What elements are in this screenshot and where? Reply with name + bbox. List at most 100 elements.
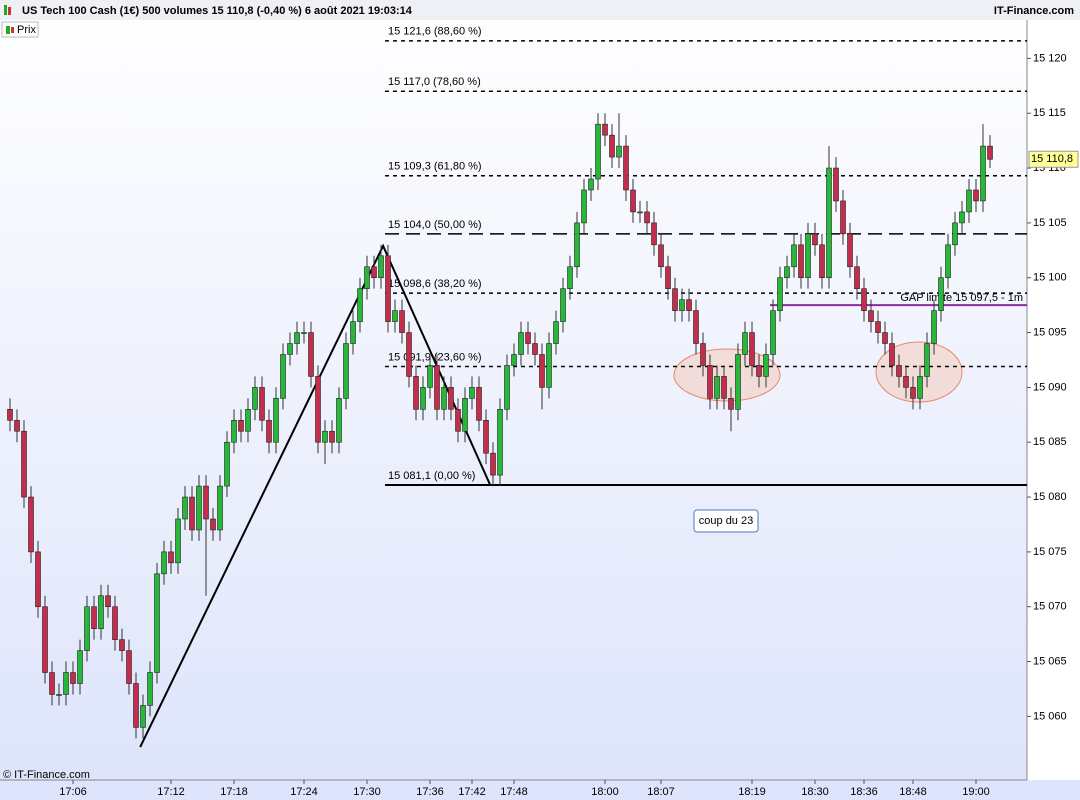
candle-body <box>910 387 916 399</box>
candle-body <box>679 299 685 311</box>
candle-body <box>364 266 370 289</box>
candle-body <box>91 606 97 629</box>
candle-body <box>308 332 314 377</box>
axis-panel <box>1027 20 1080 780</box>
candle-body <box>728 398 734 410</box>
candle-body <box>875 321 881 333</box>
candle-body <box>462 398 468 432</box>
candle-body <box>938 277 944 311</box>
candle-body <box>175 518 181 564</box>
annotation-box <box>693 509 759 533</box>
candle-body <box>840 200 846 235</box>
candle-body <box>525 332 531 344</box>
candle-body <box>14 419 20 432</box>
legend-label: Prix <box>17 24 36 36</box>
candle-body <box>924 343 930 377</box>
x-tick-label: 17:06 <box>59 786 87 798</box>
brand: IT-Finance.com <box>994 5 1074 17</box>
candle-body <box>672 288 678 311</box>
candle-body <box>357 288 363 322</box>
candle-body <box>630 189 636 213</box>
chart-title: US Tech 100 Cash (1€) 500 volumes 15 110… <box>22 5 413 17</box>
candle-body <box>833 167 839 202</box>
candle-body <box>77 650 83 684</box>
y-tick-label: 15 060 <box>1033 710 1067 722</box>
annotation: coup du 23 <box>699 515 753 527</box>
candle-body <box>665 266 671 289</box>
candle-body <box>455 409 461 432</box>
candle-body <box>21 430 27 498</box>
candle-body <box>413 376 419 410</box>
candle-body <box>756 365 762 377</box>
candle-body <box>497 409 503 476</box>
icon <box>4 5 7 15</box>
candle-body <box>798 244 804 279</box>
candle-body <box>847 233 853 268</box>
candle-body <box>973 189 979 202</box>
last-price-box <box>1028 150 1079 168</box>
x-tick-label: 18:00 <box>591 786 619 798</box>
candle-body <box>896 365 902 377</box>
candle-body <box>980 145 986 202</box>
candle-body <box>154 573 160 673</box>
header-bar <box>0 0 1080 20</box>
candle-body <box>931 310 937 344</box>
candle-body <box>217 485 223 531</box>
candle-body <box>791 244 797 268</box>
candle-body <box>581 189 587 224</box>
x-tick-label: 18:36 <box>850 786 878 798</box>
candle-body <box>245 409 251 432</box>
highlight-circle <box>875 341 963 403</box>
candle-body <box>301 332 307 334</box>
candle-body <box>210 518 216 531</box>
y-tick-label: 15 085 <box>1033 436 1067 448</box>
candle-body <box>602 123 608 136</box>
legend-box <box>1 21 39 38</box>
candle-body <box>98 595 104 629</box>
candle-body <box>917 376 923 399</box>
candle-body <box>560 288 566 322</box>
candle-body <box>476 387 482 421</box>
candle-body <box>616 145 622 158</box>
candle-body <box>315 376 321 443</box>
candle-body <box>161 551 167 575</box>
candle-body <box>385 255 391 322</box>
candle-body <box>518 332 524 355</box>
candle-body <box>224 441 230 487</box>
candle-body <box>259 387 265 421</box>
candle-body <box>203 485 209 520</box>
candle-body <box>483 419 489 454</box>
x-tick-label: 18:30 <box>801 786 829 798</box>
candle-body <box>539 354 545 388</box>
candle-body <box>280 354 286 399</box>
zigzag <box>139 243 492 748</box>
candle-body <box>112 606 118 640</box>
candle-body <box>7 409 13 421</box>
candle-body <box>168 551 174 564</box>
candle-body <box>609 134 615 158</box>
candle-body <box>805 233 811 279</box>
candle-body <box>56 694 62 696</box>
candle-body <box>945 244 951 279</box>
candle-body <box>350 321 356 344</box>
candle-body <box>770 310 776 355</box>
candle-body <box>742 332 748 355</box>
candle-body <box>189 496 195 531</box>
candle-body <box>399 310 405 333</box>
candle-body <box>434 365 440 410</box>
candle-body <box>826 167 832 279</box>
candle-body <box>532 343 538 355</box>
candle-body <box>70 672 76 684</box>
candle-body <box>273 398 279 443</box>
candle-body <box>735 354 741 410</box>
fib-label: 15 121,6 (88,60 %) <box>388 26 482 38</box>
x-tick-label: 17:24 <box>290 786 318 798</box>
candle-body <box>371 266 377 279</box>
gap-label: GAP limite 15 097,5 - 1m <box>900 292 1023 304</box>
fib-label: 15 098,6 (38,20 %) <box>388 278 482 290</box>
candle-body <box>343 343 349 399</box>
candle-body <box>252 387 258 410</box>
fib-label: 15 081,1 (0,00 %) <box>388 470 475 482</box>
candle-body <box>469 387 475 399</box>
y-tick-label: 15 100 <box>1033 272 1067 284</box>
